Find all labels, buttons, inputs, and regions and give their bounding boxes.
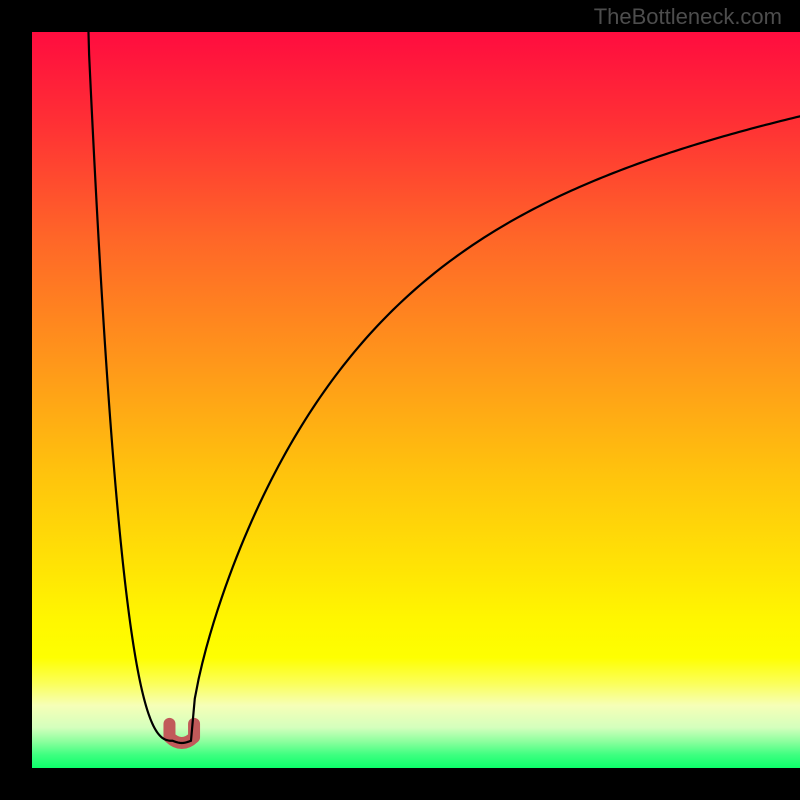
- bottleneck-chart: [32, 32, 800, 768]
- chart-background: [32, 32, 800, 768]
- watermark-text: TheBottleneck.com: [594, 4, 782, 30]
